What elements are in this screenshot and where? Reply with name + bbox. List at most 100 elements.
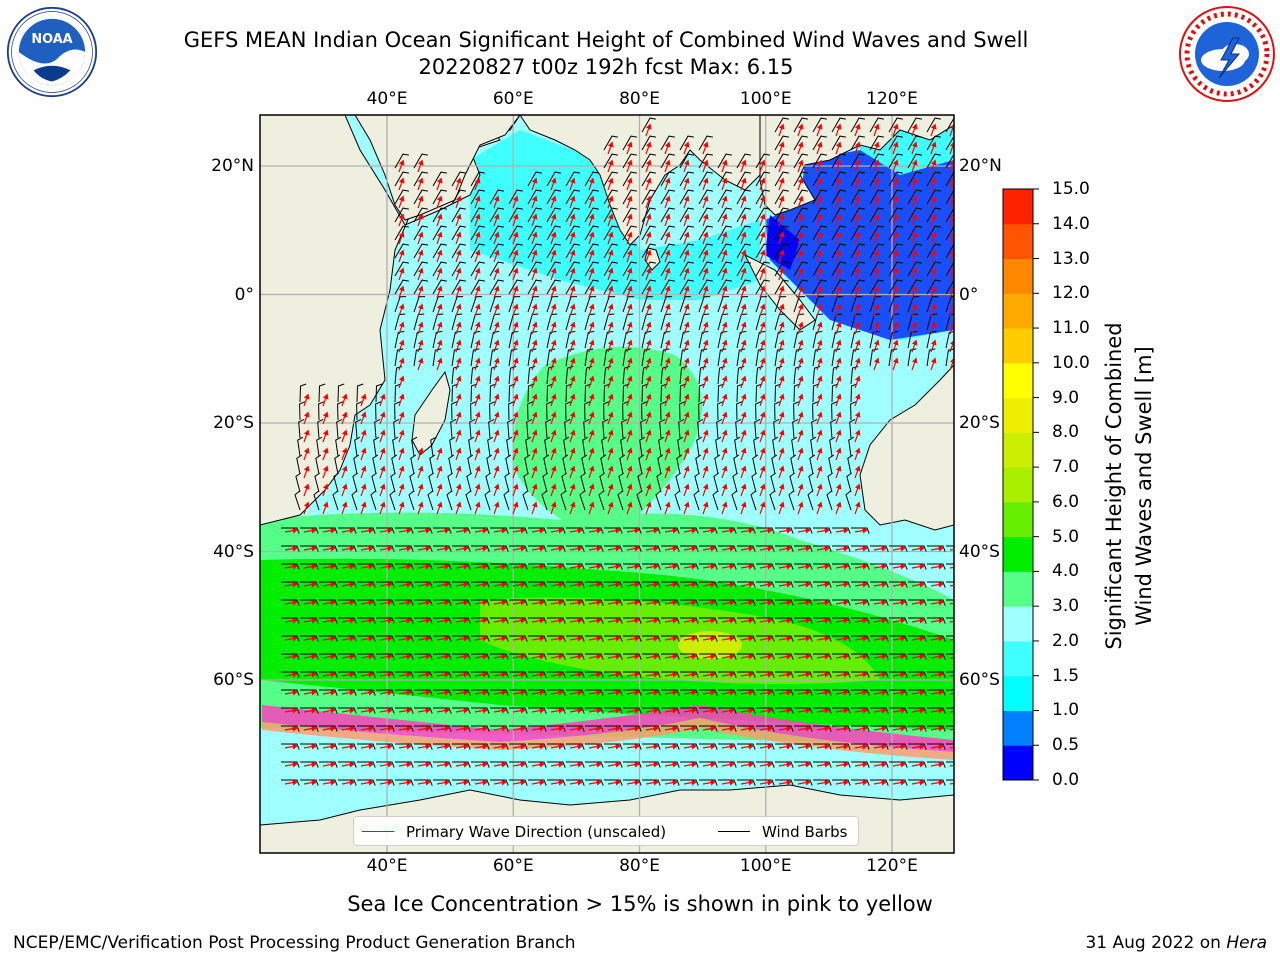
wave-arrow-head bbox=[835, 483, 842, 490]
wind-barb bbox=[661, 743, 680, 750]
wind-barb bbox=[413, 153, 428, 169]
wind-barb bbox=[584, 401, 591, 421]
wave-arrow-head bbox=[892, 231, 899, 238]
wind-barb bbox=[337, 383, 345, 403]
wind-barb bbox=[281, 761, 300, 768]
wave-arrow-head bbox=[539, 707, 546, 714]
wind-barb bbox=[870, 761, 889, 768]
colorbar-segment bbox=[1003, 397, 1033, 433]
wave-arrow-head bbox=[958, 619, 962, 623]
wind-barb bbox=[737, 527, 756, 534]
wave-arrow-head bbox=[930, 177, 937, 184]
wind-barb bbox=[907, 261, 922, 277]
wind-barb bbox=[813, 653, 832, 660]
footer-date-text: 31 Aug 2022 on bbox=[1085, 933, 1227, 953]
wind-barb bbox=[908, 725, 927, 732]
wind-barb bbox=[946, 545, 954, 547]
wave-arrow-head bbox=[683, 141, 690, 148]
wave-arrow-head bbox=[368, 689, 375, 696]
wind-barb bbox=[466, 472, 472, 493]
wave-arrow-head bbox=[816, 285, 823, 292]
wind-barb bbox=[585, 743, 604, 750]
wind-barb bbox=[546, 296, 559, 313]
wave-arrow-head bbox=[436, 321, 443, 328]
wind-barb bbox=[737, 671, 756, 678]
wind-barb bbox=[357, 707, 376, 714]
wave-arrow-head bbox=[493, 285, 500, 292]
wind-barb bbox=[946, 725, 954, 727]
wind-barb bbox=[319, 581, 338, 588]
wave-arrow-head bbox=[558, 671, 565, 678]
wave-arrow-head bbox=[634, 617, 641, 624]
wave-arrow-head bbox=[645, 501, 652, 508]
wind-barb bbox=[335, 436, 342, 457]
wind-barb bbox=[812, 401, 819, 421]
wind-barb bbox=[812, 243, 827, 259]
wind-barb bbox=[300, 581, 319, 588]
wind-barb bbox=[850, 189, 865, 205]
wind-barb bbox=[432, 243, 447, 259]
wave-arrow-head bbox=[645, 267, 652, 274]
wave-arrow-head bbox=[330, 545, 337, 552]
wind-barb bbox=[319, 653, 338, 660]
wind-barb bbox=[698, 171, 713, 187]
wind-barb bbox=[509, 743, 528, 750]
wave-arrow-head bbox=[672, 545, 679, 552]
wave-arrow-head bbox=[558, 599, 565, 606]
wave-arrow-head bbox=[740, 429, 747, 436]
noaa-logo: NOAA bbox=[6, 6, 98, 98]
wave-arrow-head bbox=[672, 671, 679, 678]
wave-arrow bbox=[949, 710, 954, 713]
wave-arrow-head bbox=[311, 761, 318, 768]
wind-barb bbox=[793, 225, 808, 241]
wind-barb bbox=[566, 707, 585, 714]
wave-arrow-head bbox=[683, 447, 690, 454]
wave-arrow-head bbox=[577, 725, 584, 732]
wave-arrow-head bbox=[691, 761, 698, 768]
wave-arrow-head bbox=[569, 447, 576, 454]
wave-arrow-head bbox=[501, 779, 508, 786]
wave-arrow-head bbox=[683, 231, 690, 238]
wave-arrow-head bbox=[368, 653, 375, 660]
wave-arrow-head bbox=[691, 743, 698, 750]
wind-barb bbox=[927, 599, 946, 606]
wind-barb bbox=[717, 383, 725, 403]
wind-barb bbox=[774, 296, 787, 313]
wind-barb bbox=[813, 707, 832, 714]
wave-arrow-head bbox=[786, 527, 793, 534]
wave-arrow-head bbox=[835, 231, 842, 238]
wind-barb bbox=[773, 418, 780, 439]
wind-barb bbox=[546, 279, 561, 295]
wave-arrow-head bbox=[797, 339, 804, 346]
lat-tick-right: 20°N bbox=[959, 156, 1002, 176]
wind-barb bbox=[661, 581, 680, 588]
wind-barb bbox=[680, 761, 699, 768]
wind-barb bbox=[831, 383, 839, 403]
wave-arrow-head bbox=[892, 177, 899, 184]
wind-barb bbox=[527, 383, 535, 403]
wind-barb bbox=[870, 689, 889, 696]
wave-arrow-head bbox=[748, 725, 755, 732]
wave-arrow-head bbox=[368, 635, 375, 642]
wind-barb bbox=[717, 348, 727, 367]
colorbar-frame bbox=[1002, 188, 1034, 781]
wind-barb bbox=[452, 563, 471, 570]
wind-barb bbox=[585, 563, 604, 570]
wind-barb bbox=[584, 171, 599, 187]
wave-arrow-head bbox=[672, 779, 679, 786]
wind-barb bbox=[546, 330, 557, 349]
wave-arrow-head bbox=[417, 285, 424, 292]
wave-arrow bbox=[949, 602, 954, 605]
wave-arrow-head bbox=[786, 725, 793, 732]
wind-barb bbox=[470, 348, 480, 367]
wind-barb bbox=[774, 117, 789, 133]
wind-barb bbox=[661, 635, 680, 642]
wind-barb bbox=[395, 545, 414, 552]
wind-barb bbox=[907, 279, 922, 295]
wave-arrow-head bbox=[645, 249, 652, 256]
wave-arrow-head bbox=[596, 725, 603, 732]
wind-barb bbox=[680, 779, 699, 786]
wave-arrow-head bbox=[436, 357, 443, 364]
wind-barb bbox=[547, 653, 566, 660]
colorbar-tick-label: 14.0 bbox=[1052, 213, 1090, 234]
